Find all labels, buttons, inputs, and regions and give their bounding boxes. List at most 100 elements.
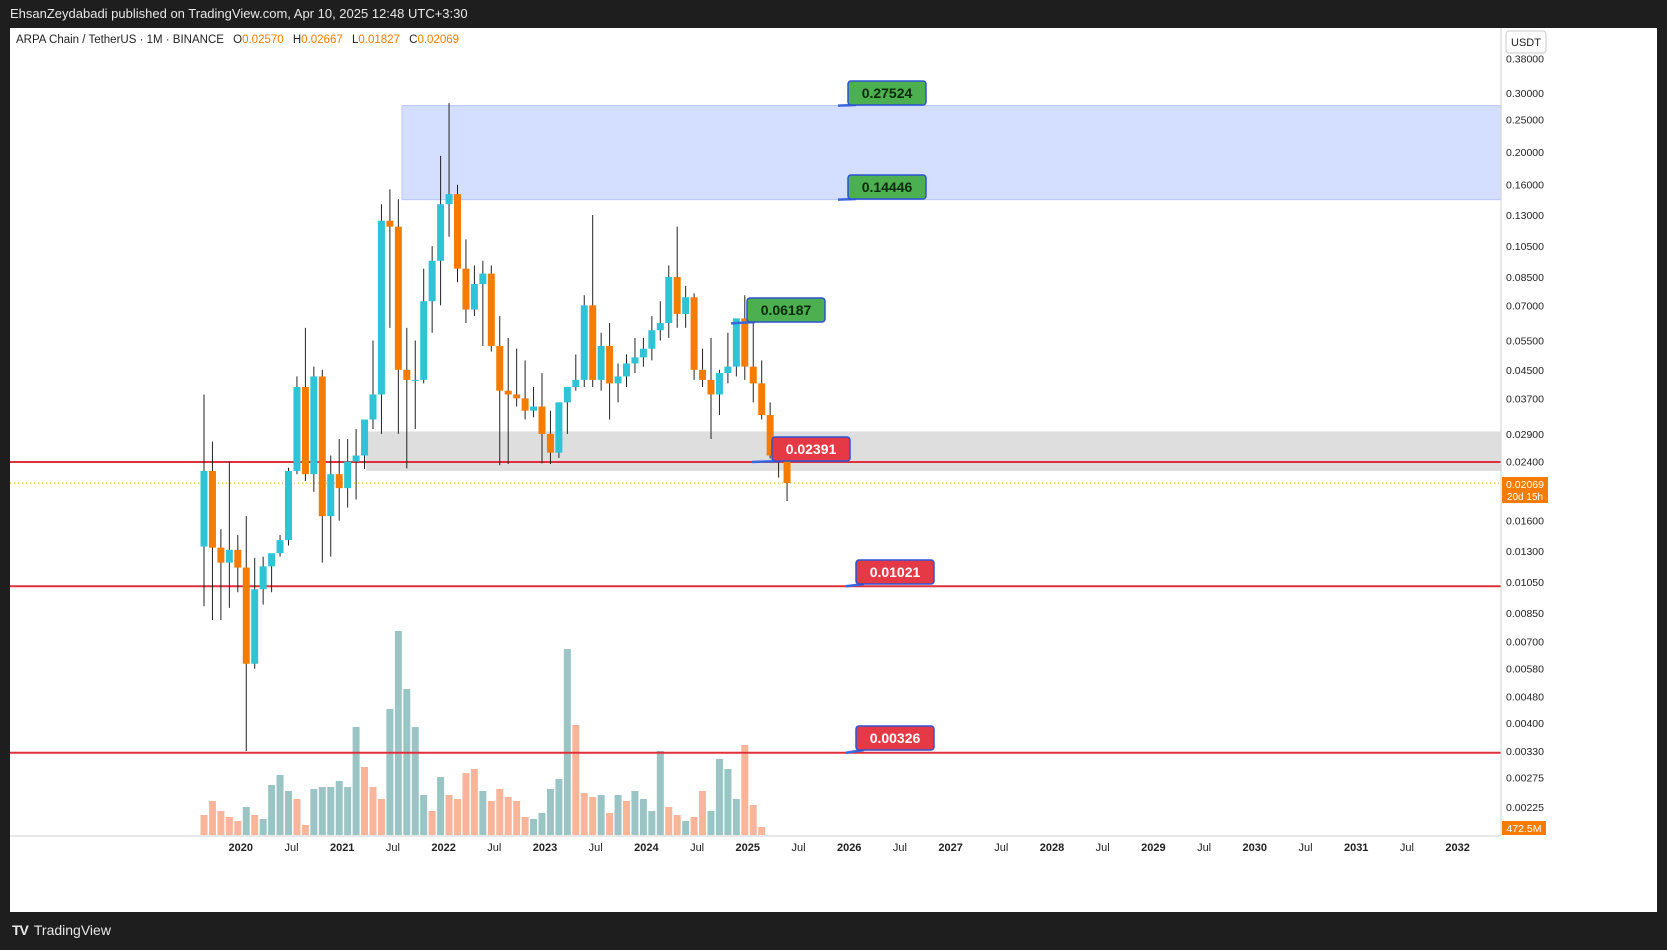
volume-bar [563,649,571,835]
candle-body [538,406,546,434]
time-tick-label: 2022 [431,842,455,854]
time-tick-label: Jul [994,842,1008,854]
candle-body [724,366,732,374]
volume-bar [724,769,732,835]
candle-body [758,383,766,416]
level-label-box [746,297,826,323]
time-tick-label: Jul [1400,842,1414,854]
zones-layer [366,105,1502,471]
time-tick-label: 2020 [229,842,253,854]
volume-bar [428,811,436,835]
time-tick-label: 2023 [533,842,557,854]
candle-body [597,345,605,380]
candle-body [496,345,504,391]
volume-bar [546,789,554,835]
candle-body [766,415,774,456]
volume-bar [301,825,309,835]
candle-body [606,345,614,384]
candle-body [403,369,411,380]
candle-body [707,379,715,395]
time-axis[interactable]: 2020 Jul 2021 Jul 2022 Jul 2023 Jul 2024 Jul 2025 J… [229,842,1470,854]
legend-c-value: 0.02069 [417,34,459,46]
price-tick-label: 0.30000 [1506,88,1544,100]
tradingview-logo[interactable]: TV TradingView [12,922,111,938]
volume-bar [648,811,656,835]
volume-bar [310,789,318,835]
candle-body [563,386,571,403]
time-tick-label: Jul [1298,842,1312,854]
volume-bar [530,819,538,835]
candle-body [344,461,352,489]
legend-o-label: O [233,34,242,46]
level-label-box [855,725,935,751]
volume-bar [504,797,512,835]
level-label-box [847,80,927,106]
candle-body [217,547,225,563]
chart-frame[interactable]: 0.27524 0.14446 0.06187 0.02391 0.01021 0.003… [10,28,1657,912]
price-tick-label: 0.01050 [1506,577,1544,589]
legend-symbol: ARPA Chain / TetherUS · 1M · BINANCE [16,34,224,46]
level-label-text: 0.27524 [862,85,913,101]
legend-l-value: 0.01827 [358,34,400,46]
volume-value: 472.5M [1506,823,1541,835]
candle-body [411,379,419,381]
time-tick-label: 2025 [736,842,760,854]
volume-bar [208,801,216,835]
level-label-text: 0.06187 [761,302,812,318]
candle-body [699,369,707,380]
volume-bar [715,759,723,835]
legend-c-label: C [409,34,417,46]
symbol-legend: ARPA Chain / TetherUS · 1M · BINANCE O 0.… [16,34,459,46]
volume-bar [361,767,369,835]
time-tick-label: Jul [690,842,704,854]
price-tick-label: 0.03700 [1506,393,1544,405]
candle-body [580,305,588,380]
levels-layer [10,461,1501,754]
price-chart[interactable]: 0.27524 0.14446 0.06187 0.02391 0.01021 0.003… [10,28,1657,912]
volume-bar [513,801,521,835]
volume-bar [285,791,292,835]
time-tick-label: Jul [284,842,298,854]
candle-body [242,567,250,664]
candle-body [301,386,309,475]
price-tick-label: 0.25000 [1506,115,1544,127]
volume-bar [403,689,411,835]
candle-body [310,376,318,475]
svg-text:ARPA Chain / TetherUS · 1M · B: ARPA Chain / TetherUS · 1M · BINANCE O 0.… [16,34,459,46]
legend-h-label: H [293,34,301,46]
volume-bar [665,807,673,835]
volume-bar [555,779,563,835]
volume-bar [386,709,394,835]
time-tick-label: 2026 [837,842,861,854]
level-label-text: 0.02391 [786,441,837,457]
volume-bar [699,791,707,835]
volume-bar [707,811,715,835]
volume-bar [589,797,597,835]
time-tick-label: Jul [893,842,907,854]
volume-bar [437,777,445,835]
price-tick-label: 0.00580 [1506,664,1544,676]
time-tick-label: Jul [487,842,501,854]
price-tick-label: 0.20000 [1506,147,1544,159]
time-tick-label: Jul [589,842,603,854]
price-tick-label: 0.16000 [1506,180,1544,192]
candle-body [445,194,453,205]
volume-bar [487,801,495,835]
volume-bar [656,751,664,835]
volume-bar [673,815,681,835]
volume-bar [690,817,698,835]
candle-body [673,277,681,314]
candle-body [352,455,360,462]
currency-box[interactable] [1505,30,1547,54]
candle-body [631,357,639,364]
time-tick-label: 2024 [634,842,659,854]
candle-body [665,277,673,324]
candle-body [462,268,470,310]
level-label-text: 0.01021 [870,564,921,580]
bar-countdown: 20d 15h [1507,492,1543,503]
time-tick-label: 2029 [1141,842,1165,854]
price-axis[interactable]: 0.38000 0.30000 0.25000 0.20000 0.16000 0.130… [1506,54,1544,814]
time-tick-label: Jul [1197,842,1211,854]
time-tick-label: Jul [1096,842,1110,854]
volume-bar [293,799,301,835]
